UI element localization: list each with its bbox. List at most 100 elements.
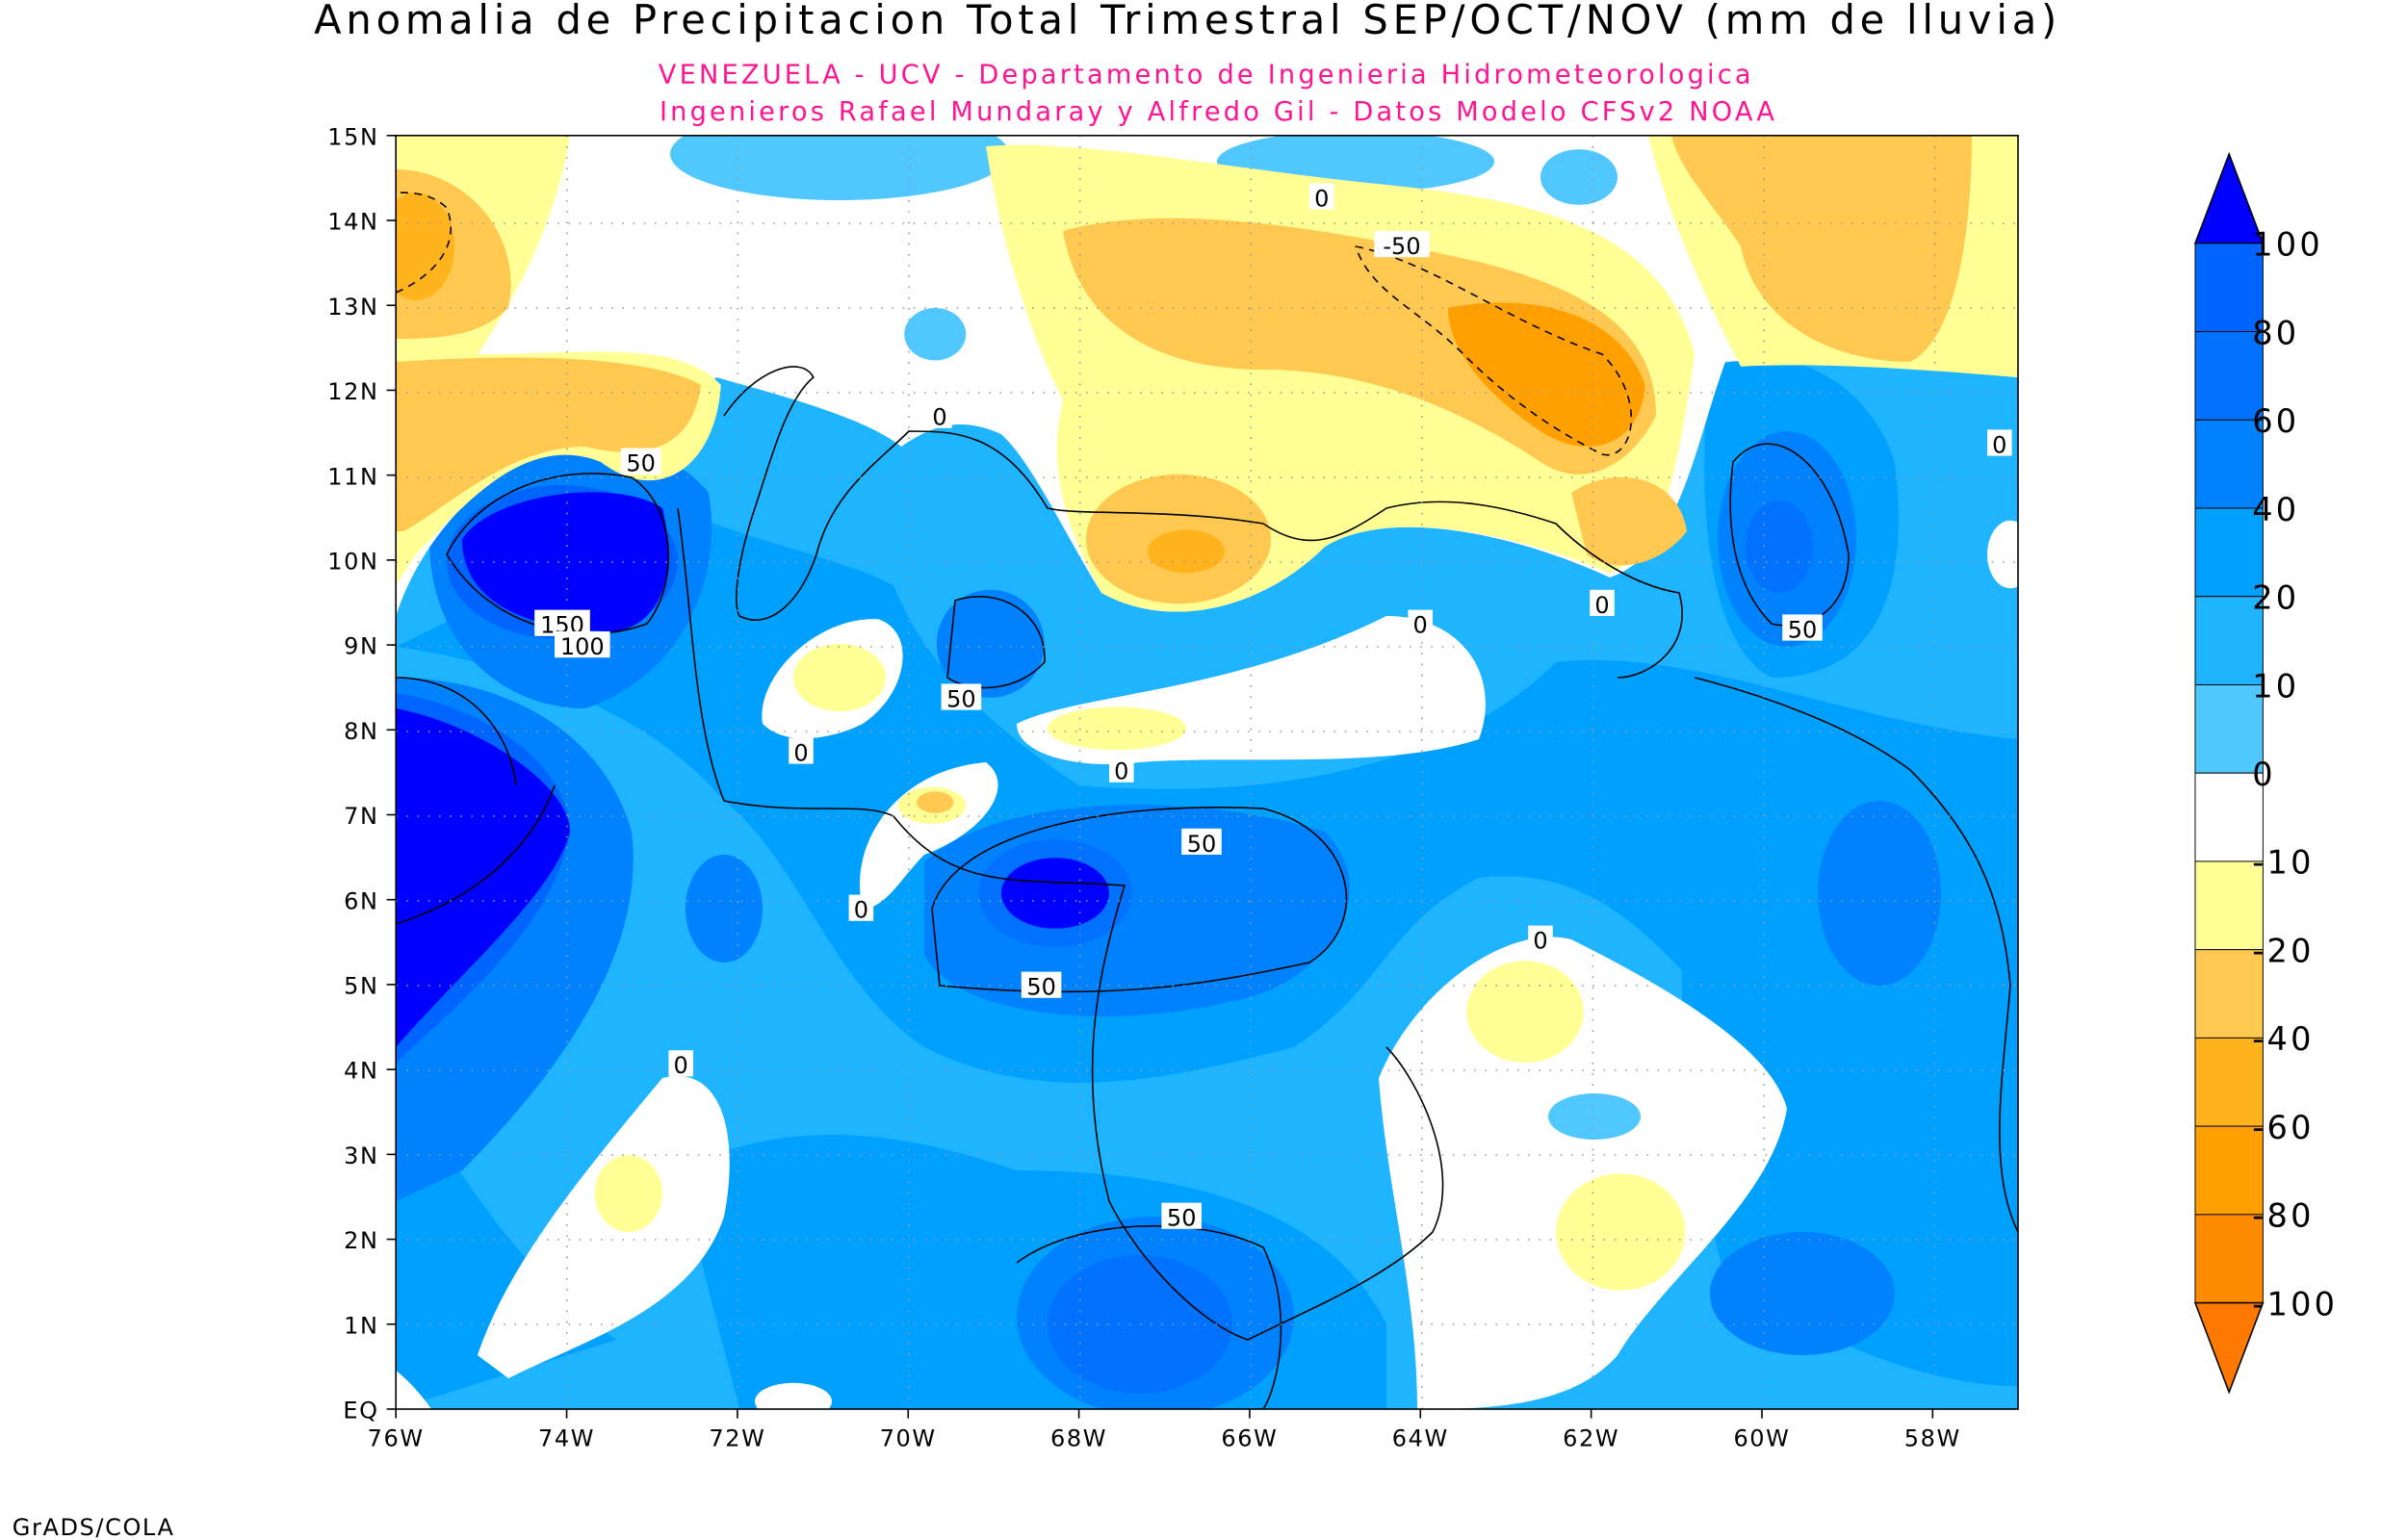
field-neg40-neg20 [396,357,701,531]
contour-label-bg [789,737,814,764]
x-tick-label: 72W [709,1424,765,1451]
field-over-100 [1001,858,1109,929]
colorbar-swatch [2194,331,2264,421]
y-tick-label: 15N [327,123,378,150]
field-neg20-neg10 [793,643,886,712]
y-tick-label: 8N [344,718,378,745]
colorbar-label: 60 [2252,402,2299,440]
colorbar-label: -20 [2252,932,2314,969]
field-neg60-neg40 [396,192,454,300]
coastline-east [1694,677,2018,1233]
coastline [723,366,1683,679]
filled-contours [396,135,2018,1409]
gridlines [396,135,2018,1409]
field-neg40-neg20 [1671,135,1972,362]
contour-label: 0 [1114,758,1128,785]
map-frame [395,135,2019,1410]
field-neg40-neg20 [1063,218,1656,475]
contour-label: 100 [560,633,605,660]
contour-neg50 [1355,245,1633,456]
contour-label: 0 [1594,592,1609,619]
colorbar-label: 10 [2252,667,2299,705]
colorbar-label: -40 [2252,1020,2314,1058]
contour-label-bg [620,448,661,475]
field-60-80 [1745,500,1814,593]
field-neg20-neg10 [1556,1173,1686,1291]
contour-50 [1016,1224,1282,1409]
colorbar-label: -100 [2252,1285,2338,1322]
contour-label-bg [1161,1202,1202,1229]
field-neg10-0 [755,1382,832,1409]
colorbar-swatch [2194,1037,2264,1127]
field-over-100 [462,492,668,631]
colorbar-label: -60 [2252,1109,2314,1146]
contour-label-bg [1181,828,1222,855]
contour-label: 0 [932,404,946,431]
contour-label-bg [1109,756,1134,783]
colorbar-swatch [2194,772,2264,862]
x-tick-label: 70W [880,1424,937,1451]
field-0-10 [904,308,967,361]
footer-credit: GrADS/COLA [13,1514,175,1540]
contour-neg50 [396,192,452,294]
contour-label: 0 [793,739,808,766]
contour-label-bg [927,401,952,428]
contour-label-bg [848,894,874,921]
x-tick-label: 64W [1392,1424,1449,1451]
coastline-and-contours [396,192,2018,1409]
colorbar-label: 20 [2252,579,2299,617]
border [677,507,1444,1341]
x-axis-ticks: 76W 74W 72W 70W 68W 66W 64W 62W 60W 58W [368,1409,1961,1451]
colorbar-swatch [2194,1214,2264,1304]
x-tick-label: 66W [1221,1424,1278,1451]
x-tick-label: 58W [1904,1424,1961,1451]
contour-label-bg [1408,609,1433,636]
colorbar-swatch [2194,1125,2264,1216]
field-neg40-neg20 [1571,476,1687,566]
contour-label: 50 [1187,831,1217,858]
x-tick-label: 62W [1563,1424,1619,1451]
y-tick-label: 10N [327,548,378,575]
field-neg20-neg10 [1466,961,1584,1063]
colorbar-swatch [2194,596,2264,685]
y-tick-label: 6N [344,887,378,914]
contour-label: 0 [854,897,868,924]
y-axis-ticks: EQ 1N 2N 3N 4N 5N 6N 7N 8N 9N 10N 11N 12N 13N 14N 15N [327,123,397,1424]
field-neg10-0 [1379,937,1787,1409]
subtitle-authors: Ingenieros Rafael Mundaray y Alfredo Gil… [660,97,1777,127]
colorbar-swatch [2194,949,2264,1039]
contour-label-bg [1987,429,2012,456]
contour-label: 50 [1026,974,1056,1001]
x-tick-label: 60W [1733,1424,1790,1451]
field-neg10-0 [478,1075,730,1378]
figure-title: Anomalia de Precipitacion Total Trimestr… [314,0,2061,43]
colorbar-label: 40 [2252,491,2299,528]
y-tick-label: 12N [327,378,378,405]
field-0-10 [670,135,1009,200]
contour-label-bg [1528,925,1553,952]
x-tick-label: 74W [538,1424,595,1451]
subtitle-institution: VENEZUELA - UCV - Departamento de Ingeni… [659,60,1754,90]
colorbar-swatch [2194,419,2264,509]
y-tick-label: 11N [327,463,378,490]
field-neg20-neg10 [594,1155,662,1232]
contour-label-bg [555,631,610,658]
field-40-60 [686,855,763,962]
y-tick-label: 5N [344,973,378,1000]
contour-label: 50 [946,685,976,712]
contour-label: 50 [626,450,656,477]
colorbar-label: -10 [2252,844,2314,882]
y-tick-label: 1N [344,1312,378,1339]
colorbar-min-arrow [2193,1301,2265,1395]
contour-50 [931,807,1348,993]
colorbar-label: -80 [2252,1197,2314,1235]
field-0-10 [1548,1093,1641,1140]
field-neg40-neg20 [917,791,954,813]
field-40-60 [936,589,1045,698]
contour-label: 0 [1413,612,1428,639]
contour-label: 50 [1167,1205,1197,1232]
y-tick-label: 4N [344,1058,378,1085]
